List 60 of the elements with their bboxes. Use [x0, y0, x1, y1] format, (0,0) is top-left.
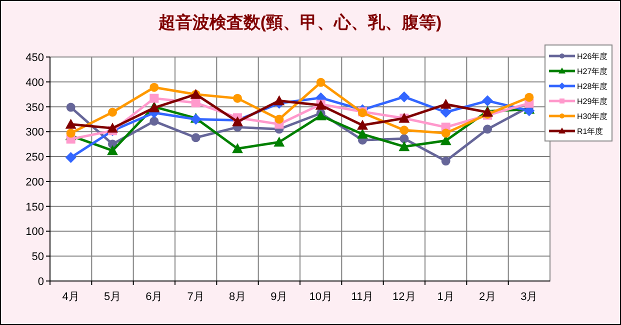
y-tick-label: 200	[26, 176, 44, 188]
x-tick-label: 5月	[104, 291, 122, 303]
x-tick-label: 12月	[392, 291, 416, 303]
point	[316, 78, 326, 87]
legend-label: R1年度	[577, 127, 604, 136]
point	[274, 136, 285, 147]
x-tick-label: 6月	[146, 291, 163, 303]
point	[108, 108, 117, 117]
x-tick-label: 11月	[351, 291, 374, 303]
x-tick-label: 3月	[520, 291, 538, 303]
point	[107, 122, 118, 133]
legend-label: H29年度	[577, 97, 608, 106]
legend-label: H27年度	[577, 67, 608, 76]
point	[191, 133, 200, 142]
point	[357, 128, 368, 139]
point	[232, 143, 243, 154]
y-tick-label: 150	[26, 201, 44, 214]
point	[483, 124, 492, 134]
point	[482, 95, 493, 106]
x-tick-label: 8月	[228, 291, 246, 303]
point	[400, 126, 409, 135]
point	[66, 102, 76, 112]
point	[315, 110, 326, 120]
x-tick-label: 4月	[62, 291, 80, 303]
point	[107, 145, 118, 156]
x-tick-label: 9月	[270, 291, 288, 303]
x-tick-label: 7月	[187, 291, 204, 303]
point	[441, 128, 450, 138]
legend-label: H26年度	[577, 52, 608, 61]
point	[441, 156, 450, 166]
point	[150, 94, 159, 103]
point	[274, 95, 285, 106]
point	[398, 91, 410, 102]
point	[191, 98, 200, 108]
point	[357, 120, 368, 130]
point	[440, 98, 452, 109]
point	[274, 114, 284, 124]
y-tick-label: 250	[26, 152, 44, 164]
chart-title: 超音波検査数(頸、甲、心、乳、腹等)	[157, 13, 442, 32]
x-tick-label: 1月	[437, 291, 454, 303]
point	[398, 141, 410, 152]
y-tick-label: 300	[26, 126, 44, 139]
legend-label: H30年度	[577, 112, 608, 121]
point	[150, 82, 159, 92]
y-tick-label: 100	[26, 226, 44, 238]
x-tick-label: 10月	[309, 291, 332, 303]
point	[400, 134, 409, 144]
point	[150, 116, 159, 126]
point	[524, 92, 534, 102]
x-tick-label: 2月	[478, 291, 496, 303]
y-tick-label: 400	[26, 76, 44, 89]
point	[66, 128, 76, 138]
y-tick-label: 50	[32, 251, 44, 264]
legend-label: H28年度	[577, 82, 608, 91]
y-tick-label: 450	[26, 52, 44, 64]
y-tick-label: 350	[26, 102, 44, 114]
y-tick-label: 0	[38, 276, 44, 288]
point	[65, 118, 76, 129]
point	[65, 152, 76, 164]
point	[233, 94, 242, 103]
